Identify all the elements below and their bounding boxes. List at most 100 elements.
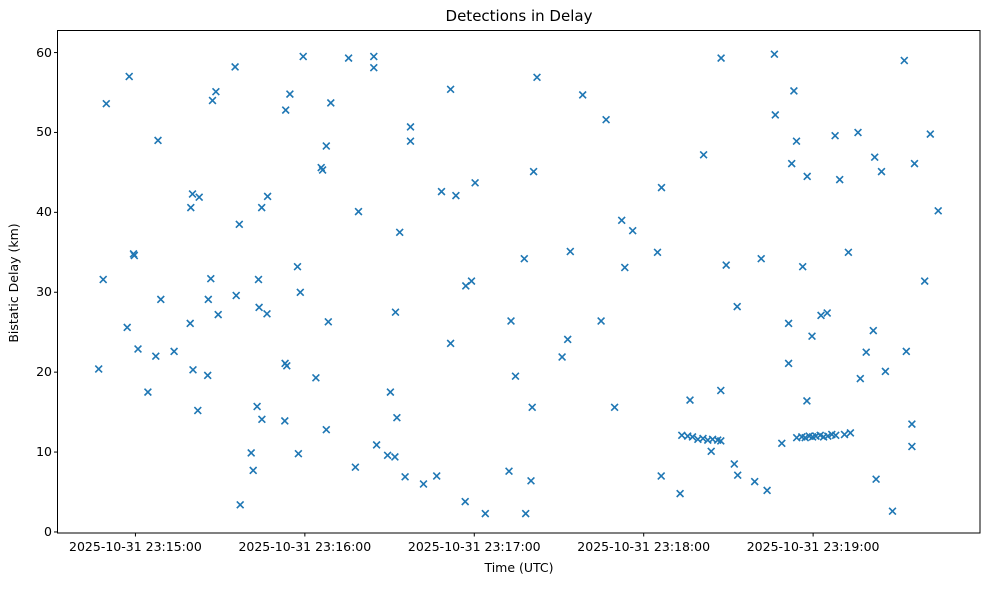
scatter-point <box>657 183 666 192</box>
scatter-point <box>391 308 400 317</box>
scatter-point <box>620 263 629 272</box>
scatter-point <box>247 448 256 457</box>
y-tick-label: 40 <box>36 204 52 220</box>
scatter-point <box>770 50 779 59</box>
scatter-point <box>406 122 415 131</box>
scatter-point <box>628 226 637 235</box>
scatter-point <box>869 326 878 335</box>
scatter-point <box>467 277 476 286</box>
axis-ticks <box>54 52 814 537</box>
y-tick-label: 30 <box>36 284 52 300</box>
y-tick-label: 60 <box>36 44 52 60</box>
scatter-point <box>446 339 455 348</box>
scatter-point <box>527 476 535 485</box>
scatter-point <box>186 203 195 212</box>
x-axis-label: Time (UTC) <box>484 560 554 575</box>
scatter-point <box>520 254 529 263</box>
scatter-point <box>206 274 215 283</box>
x-tick-label: 2025-10-31 23:15:00 <box>69 539 202 554</box>
chart-title: Detections in Delay <box>445 7 593 25</box>
scatter-point <box>481 509 490 518</box>
scatter-point <box>94 365 103 373</box>
scatter-point <box>257 415 266 424</box>
scatter-point <box>846 428 855 437</box>
scatter-point <box>446 85 455 94</box>
scatter-point <box>511 372 520 381</box>
scatter-point <box>419 480 428 488</box>
scatter-point <box>186 319 195 328</box>
y-tick-label: 20 <box>36 364 52 380</box>
scatter-point <box>151 352 160 361</box>
y-tick-label: 0 <box>44 523 52 539</box>
scatter-point <box>281 106 290 115</box>
scatter-point <box>294 449 303 458</box>
scatter-point <box>369 52 378 61</box>
scatter-point <box>798 262 807 271</box>
y-tick-label: 50 <box>36 124 52 140</box>
scatter-point <box>902 347 911 356</box>
scatter-point <box>401 472 410 481</box>
scatter-point <box>211 87 220 96</box>
scatter-point <box>322 425 331 434</box>
scatter-point <box>888 507 897 516</box>
scatter-point <box>676 489 685 498</box>
scatter-point <box>505 467 513 476</box>
scatter-point <box>99 275 108 284</box>
scatter-point <box>282 361 291 370</box>
scatter-point <box>808 332 816 341</box>
scatter-point <box>872 475 881 484</box>
y-tick-label: 10 <box>36 444 52 460</box>
scatter-points <box>94 50 943 518</box>
scatter-point <box>699 150 708 159</box>
scatter-point <box>657 472 666 480</box>
scatter-point <box>784 359 793 368</box>
scatter-point <box>777 439 786 448</box>
y-axis-label: Bistatic Delay (km) <box>6 223 21 343</box>
x-tick-label: 2025-10-31 23:17:00 <box>407 539 541 554</box>
scatter-point <box>533 73 541 82</box>
scatter-point <box>156 295 165 304</box>
scatter-point <box>208 96 217 105</box>
scatter-point <box>597 317 606 325</box>
scatter-point <box>123 323 132 332</box>
scatter-point <box>249 466 258 475</box>
scatter-point <box>231 62 240 71</box>
scatter-point <box>254 275 263 284</box>
scatter-point <box>900 56 909 65</box>
scatter-point <box>461 497 470 506</box>
scatter-point <box>699 434 707 443</box>
scatter-point <box>763 486 772 495</box>
scatter-point <box>293 262 302 271</box>
scatter-point <box>803 172 812 181</box>
x-tick-label: 2025-10-31 23:19:00 <box>746 539 880 554</box>
scatter-point <box>717 54 726 63</box>
scatter-point <box>263 192 272 201</box>
scatter-point <box>529 167 538 176</box>
scatter-point <box>771 110 780 119</box>
scatter-point <box>351 463 360 472</box>
scatter-point <box>617 216 626 225</box>
scatter-point <box>193 406 202 415</box>
scatter-point <box>406 137 415 146</box>
scatter-point <box>716 436 725 445</box>
scatter-point <box>318 166 327 174</box>
scatter-point <box>757 254 766 263</box>
scatter-point <box>610 403 619 412</box>
scatter-point <box>877 167 886 176</box>
scatter-point <box>686 396 694 405</box>
scatter-point <box>204 295 213 304</box>
scatter-point <box>862 348 871 357</box>
scatter-point <box>602 115 611 124</box>
scatter-point <box>844 248 853 257</box>
scatter-point <box>296 288 305 297</box>
scatter-point <box>214 310 223 319</box>
scatter-point <box>817 311 825 320</box>
scatter-point <box>507 317 515 325</box>
scatter-point <box>102 99 111 108</box>
scatter-point <box>386 388 395 397</box>
scatter-point <box>802 396 811 405</box>
scatter-point <box>716 386 725 395</box>
scatter-point <box>521 509 530 518</box>
